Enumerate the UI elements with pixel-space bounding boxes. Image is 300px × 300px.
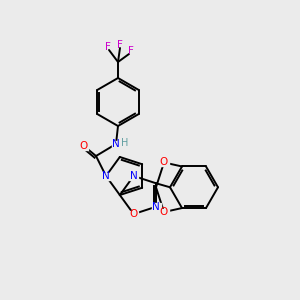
FancyBboxPatch shape [102,172,110,179]
FancyBboxPatch shape [152,203,160,210]
FancyBboxPatch shape [129,211,138,218]
Text: H: H [121,138,129,148]
Text: O: O [80,141,88,151]
FancyBboxPatch shape [129,172,138,179]
Text: O: O [160,207,168,217]
Text: N: N [130,171,137,181]
FancyBboxPatch shape [160,208,169,216]
FancyBboxPatch shape [160,159,169,166]
Text: N: N [152,202,160,212]
Text: O: O [130,209,138,219]
Text: N: N [102,171,110,181]
Text: F: F [128,46,134,56]
Text: F: F [105,42,111,52]
Text: N: N [112,139,120,149]
Text: F: F [117,40,123,50]
FancyBboxPatch shape [112,140,120,148]
Text: O: O [160,158,168,167]
FancyBboxPatch shape [80,142,88,149]
